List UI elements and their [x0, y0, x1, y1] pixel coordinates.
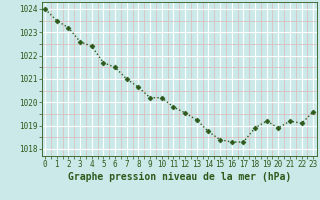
X-axis label: Graphe pression niveau de la mer (hPa): Graphe pression niveau de la mer (hPa) [68, 172, 291, 182]
